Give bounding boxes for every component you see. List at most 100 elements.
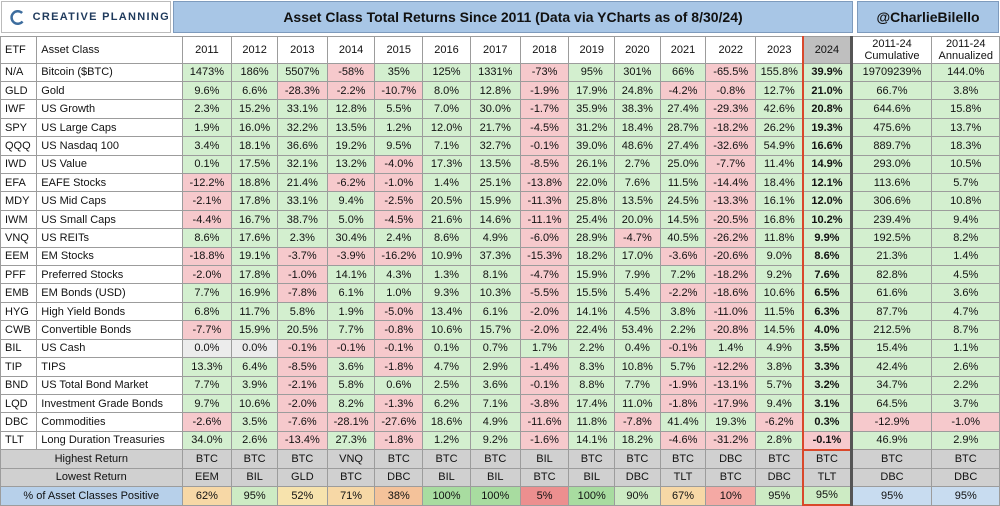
return-cell: -2.0% bbox=[519, 320, 570, 340]
table-row: IWF US Growth 2.3% 15.2% 33.1% 12.8% 5.5% 7.0% 3… bbox=[0, 99, 1000, 119]
return-cell: 21.0% bbox=[802, 80, 853, 101]
column-header-year: 2012 bbox=[231, 36, 278, 64]
column-header-cumulative: 2011-24 Cumulative bbox=[849, 36, 933, 64]
return-cell: 3.6% bbox=[469, 375, 521, 395]
summary-cell: BTC bbox=[422, 449, 471, 469]
return-cell: 3.1% bbox=[802, 393, 853, 414]
etf-ticker: MDY bbox=[0, 191, 38, 211]
return-cell: 2.2% bbox=[659, 320, 707, 340]
return-cell: 12.7% bbox=[755, 80, 804, 101]
return-cell: 37.3% bbox=[469, 246, 521, 267]
return-cell: 9.6% bbox=[181, 80, 233, 101]
summary-cell: BTC bbox=[802, 449, 853, 469]
cumulative-return-cell: 21.3% bbox=[849, 246, 933, 267]
summary-cell: 62% bbox=[181, 485, 233, 506]
summary-cell: 100% bbox=[568, 485, 616, 506]
etf-ticker: QQQ bbox=[0, 136, 38, 156]
return-cell: 26.1% bbox=[568, 154, 616, 175]
creative-planning-logo-icon bbox=[10, 9, 26, 25]
return-cell: -20.5% bbox=[705, 209, 757, 230]
summary-cell: BTC bbox=[705, 467, 757, 487]
lowest-return-row: Lowest Return EEM BIL GLD BTC DBC BIL BIL BTC BIL… bbox=[0, 467, 1000, 487]
return-cell: -6.2% bbox=[326, 173, 376, 193]
return-cell: 1.9% bbox=[326, 301, 376, 322]
return-cell: -4.6% bbox=[659, 430, 707, 451]
return-cell: -10.7% bbox=[374, 80, 424, 101]
return-cell: 6.4% bbox=[231, 357, 278, 377]
summary-cell: 100% bbox=[469, 485, 521, 506]
summary-cell: BTC bbox=[469, 449, 521, 469]
etf-ticker: IWD bbox=[0, 154, 38, 175]
return-cell: 3.5% bbox=[231, 412, 278, 432]
return-cell: 6.6% bbox=[231, 80, 278, 101]
return-cell: 8.8% bbox=[568, 375, 616, 395]
return-cell: -2.0% bbox=[181, 265, 233, 285]
summary-cumulative-cell: 95% bbox=[849, 485, 933, 506]
return-cell: -11.0% bbox=[705, 301, 757, 322]
return-cell: 9.2% bbox=[469, 430, 521, 451]
return-cell: -7.7% bbox=[181, 320, 233, 340]
cumulative-return-cell: 82.8% bbox=[849, 265, 933, 285]
cumulative-return-cell: 644.6% bbox=[849, 99, 933, 119]
summary-cell: DBC bbox=[705, 449, 757, 469]
return-cell: 20.0% bbox=[614, 209, 661, 230]
return-cell: -0.8% bbox=[374, 320, 424, 340]
cumulative-return-cell: 87.7% bbox=[849, 301, 933, 322]
column-header-annualized: 2011-24 Annualized bbox=[931, 36, 1000, 64]
column-header-year: 2020 bbox=[614, 36, 661, 64]
summary-cell: BTC bbox=[659, 449, 707, 469]
return-cell: 38.7% bbox=[276, 209, 328, 230]
etf-ticker: N/A bbox=[0, 62, 38, 83]
etf-ticker: BIL bbox=[0, 338, 38, 359]
return-cell: 5.7% bbox=[755, 375, 804, 395]
return-cell: -16.2% bbox=[374, 246, 424, 267]
return-cell: 2.5% bbox=[422, 375, 471, 395]
return-cell: 17.4% bbox=[568, 393, 616, 414]
return-cell: 27.4% bbox=[659, 136, 707, 156]
return-cell: 18.1% bbox=[231, 136, 278, 156]
summary-cell: BTC bbox=[374, 449, 424, 469]
column-header-cumulative-years: 2011-24 bbox=[872, 37, 912, 50]
return-cell: 10.8% bbox=[614, 357, 661, 377]
return-cell: -1.0% bbox=[374, 173, 424, 193]
return-cell: 0.4% bbox=[614, 338, 661, 359]
annualized-return-cell: 1.1% bbox=[931, 338, 1000, 359]
return-cell: -31.2% bbox=[705, 430, 757, 451]
return-cell: 5507% bbox=[276, 62, 328, 83]
return-cell: 7.7% bbox=[614, 375, 661, 395]
return-cell: 10.6% bbox=[231, 393, 278, 414]
return-cell: 5.7% bbox=[659, 357, 707, 377]
cumulative-return-cell: 42.4% bbox=[849, 357, 933, 377]
asset-class-name: US Mid Caps bbox=[36, 191, 183, 211]
annualized-return-cell: 15.8% bbox=[931, 99, 1000, 119]
return-cell: -7.7% bbox=[705, 154, 757, 175]
return-cell: 25.8% bbox=[568, 191, 616, 211]
return-cell: 54.9% bbox=[755, 136, 804, 156]
annualized-return-cell: 3.8% bbox=[931, 80, 1000, 101]
return-cell: 3.8% bbox=[659, 301, 707, 322]
return-cell: -5.0% bbox=[374, 301, 424, 322]
return-cell: -29.3% bbox=[705, 99, 757, 119]
annualized-return-cell: 8.7% bbox=[931, 320, 1000, 340]
return-cell: 33.1% bbox=[276, 191, 328, 211]
return-cell: -73% bbox=[519, 62, 570, 83]
summary-label: Highest Return bbox=[0, 449, 183, 469]
return-cell: -12.2% bbox=[705, 357, 757, 377]
return-cell: 22.0% bbox=[568, 173, 616, 193]
annualized-return-cell: 10.5% bbox=[931, 154, 1000, 175]
return-cell: 15.9% bbox=[469, 191, 521, 211]
return-cell: -32.6% bbox=[705, 136, 757, 156]
return-cell: 1331% bbox=[469, 62, 521, 83]
return-cell: -1.9% bbox=[519, 80, 570, 101]
summary-label: Lowest Return bbox=[0, 467, 183, 487]
cumulative-return-cell: 19709239% bbox=[849, 62, 933, 83]
cumulative-return-cell: 113.6% bbox=[849, 173, 933, 193]
return-cell: 1.4% bbox=[705, 338, 757, 359]
return-cell: 17.8% bbox=[231, 191, 278, 211]
return-cell: -1.0% bbox=[276, 265, 328, 285]
return-cell: 25.1% bbox=[469, 173, 521, 193]
return-cell: 20.5% bbox=[276, 320, 328, 340]
return-cell: 17.6% bbox=[231, 228, 278, 248]
return-cell: -1.6% bbox=[519, 430, 570, 451]
return-cell: 2.4% bbox=[374, 228, 424, 248]
